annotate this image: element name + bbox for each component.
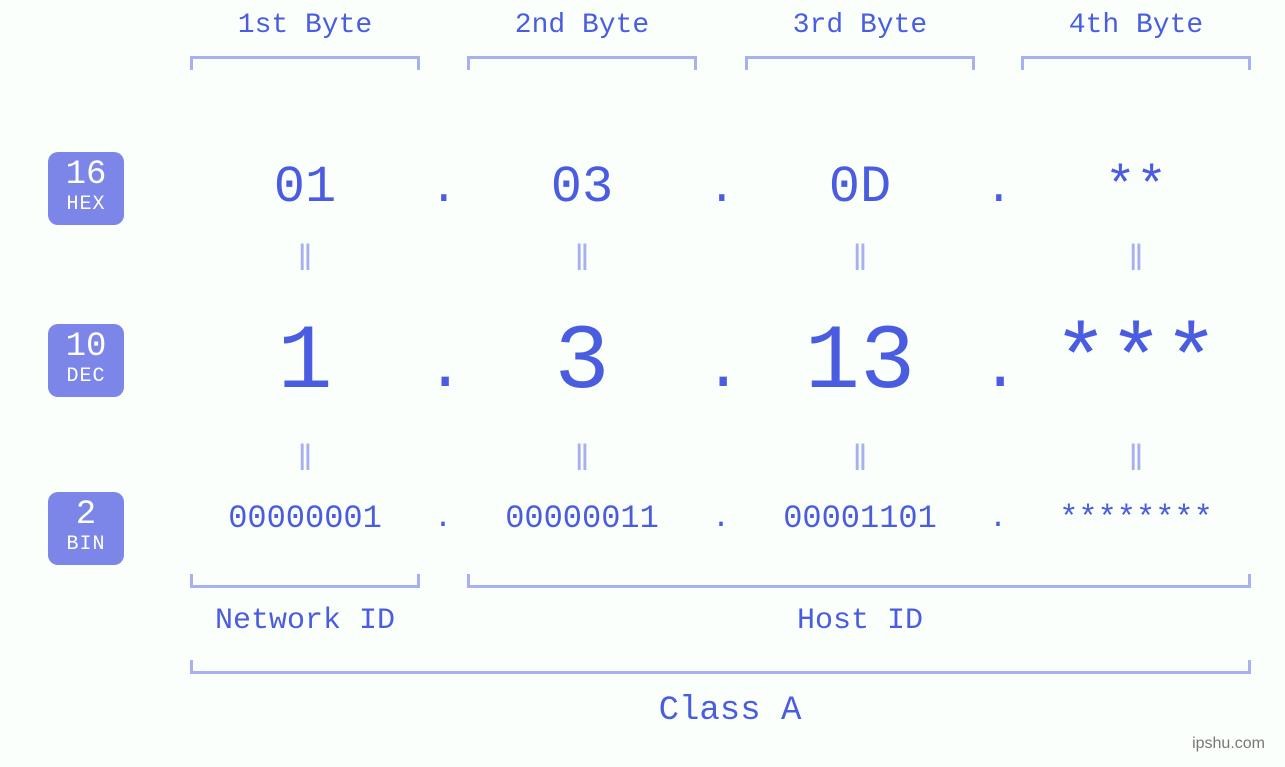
dec-byte-3: 13 <box>765 310 955 415</box>
network-id-bracket <box>190 574 420 588</box>
badge-hex-label: HEX <box>48 194 124 215</box>
byte-header-1: 1st Byte <box>235 10 375 41</box>
badge-bin: 2 BIN <box>48 492 124 565</box>
class-label: Class A <box>650 692 810 730</box>
byte-bracket-3 <box>745 56 975 70</box>
badge-bin-label: BIN <box>48 534 124 555</box>
dec-byte-1: 1 <box>225 310 385 415</box>
network-id-label: Network ID <box>215 604 395 638</box>
byte-header-3: 3rd Byte <box>790 10 930 41</box>
badge-dec-label: DEC <box>48 366 124 387</box>
class-bracket <box>190 660 1251 674</box>
badge-hex: 16 HEX <box>48 152 124 225</box>
equals-hex-dec-2: ǁ <box>567 240 597 281</box>
hex-byte-1: 01 <box>255 158 355 217</box>
host-id-bracket <box>467 574 1251 588</box>
dec-dot-1: . <box>426 334 460 406</box>
badge-dec: 10 DEC <box>48 324 124 397</box>
equals-hex-dec-1: ǁ <box>290 240 320 281</box>
dec-dot-3: . <box>981 334 1015 406</box>
equals-hex-dec-4: ǁ <box>1121 240 1151 281</box>
badge-dec-num: 10 <box>48 330 124 366</box>
equals-dec-bin-2: ǁ <box>567 440 597 481</box>
byte-header-2: 2nd Byte <box>512 10 652 41</box>
bin-dot-1: . <box>432 502 454 536</box>
watermark: ipshu.com <box>1192 735 1265 753</box>
hex-byte-2: 03 <box>532 158 632 217</box>
bin-dot-2: . <box>710 502 732 536</box>
hex-dot-3: . <box>985 163 1011 215</box>
bin-dot-3: . <box>987 502 1009 536</box>
bin-byte-1: 00000001 <box>185 500 425 537</box>
hex-dot-2: . <box>708 163 734 215</box>
equals-dec-bin-4: ǁ <box>1121 440 1151 481</box>
hex-dot-1: . <box>430 163 456 215</box>
bin-byte-4: ******** <box>1016 500 1256 537</box>
dec-dot-2: . <box>704 334 738 406</box>
hex-byte-4: ** <box>1086 158 1186 217</box>
equals-dec-bin-1: ǁ <box>290 440 320 481</box>
badge-hex-num: 16 <box>48 158 124 194</box>
badge-bin-num: 2 <box>48 498 124 534</box>
equals-dec-bin-3: ǁ <box>845 440 875 481</box>
bin-byte-2: 00000011 <box>462 500 702 537</box>
host-id-label: Host ID <box>790 604 930 638</box>
dec-byte-2: 3 <box>502 310 662 415</box>
byte-header-4: 4th Byte <box>1066 10 1206 41</box>
bin-byte-3: 00001101 <box>740 500 980 537</box>
byte-bracket-4 <box>1021 56 1251 70</box>
dec-byte-4: *** <box>1030 310 1242 415</box>
equals-hex-dec-3: ǁ <box>845 240 875 281</box>
byte-bracket-2 <box>467 56 697 70</box>
hex-byte-3: 0D <box>810 158 910 217</box>
byte-bracket-1 <box>190 56 420 70</box>
